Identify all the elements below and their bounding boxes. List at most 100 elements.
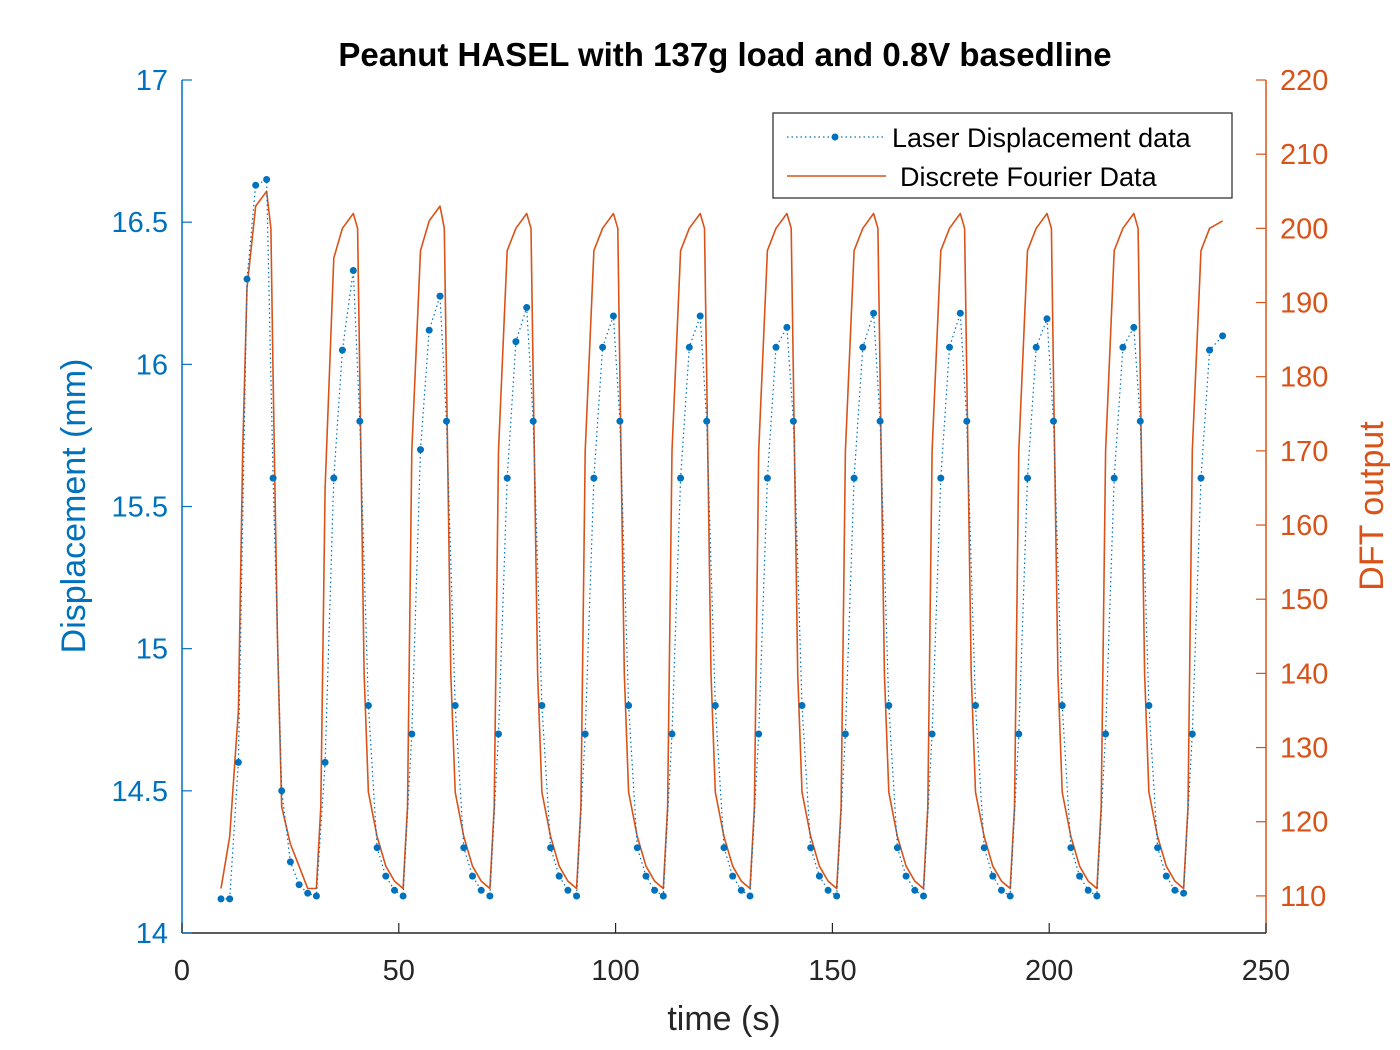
- right-y-tick-label: 110: [1280, 881, 1326, 913]
- chart-title: Peanut HASEL with 137g load and 0.8V bas…: [338, 36, 1111, 73]
- displacement-point: [538, 702, 546, 709]
- displacement-point: [1076, 872, 1084, 880]
- displacement-point: [911, 886, 919, 894]
- displacement-point: [451, 702, 459, 709]
- displacement-point: [436, 292, 444, 300]
- x-tick-label: 150: [808, 955, 856, 987]
- displacement-point: [547, 844, 555, 852]
- displacement-point: [876, 417, 884, 425]
- displacement-point: [443, 417, 450, 425]
- displacement-point: [1180, 889, 1188, 897]
- legend-displacement-marker: [831, 133, 839, 141]
- displacement-point: [772, 343, 780, 351]
- x-tick-label: 50: [383, 955, 415, 987]
- displacement-point: [581, 730, 589, 738]
- displacement-point: [720, 844, 728, 852]
- displacement-point: [373, 844, 381, 852]
- displacement-point: [859, 343, 867, 351]
- displacement-point: [391, 886, 398, 894]
- displacement-point: [590, 474, 598, 482]
- displacement-point: [625, 702, 633, 709]
- legend-label-displacement: Laser Displacement data: [892, 123, 1192, 153]
- displacement-point: [1162, 872, 1170, 880]
- displacement-point: [555, 872, 563, 880]
- displacement-point: [1015, 730, 1023, 738]
- legend: Laser Displacement data Discrete Fourier…: [772, 112, 1233, 199]
- displacement-point: [1154, 844, 1162, 852]
- displacement-point: [937, 474, 945, 482]
- displacement-point: [703, 417, 711, 425]
- displacement-point: [1024, 474, 1031, 482]
- right-y-tick-label: 150: [1280, 584, 1328, 616]
- right-y-tick-label: 120: [1280, 807, 1328, 839]
- displacement-point: [668, 730, 676, 738]
- displacement-point: [495, 730, 502, 738]
- left-y-axis-label: Displacement (mm): [55, 359, 93, 654]
- displacement-point: [252, 181, 260, 189]
- displacement-point: [783, 323, 791, 331]
- right-y-tick-label: 130: [1280, 733, 1328, 765]
- displacement-point: [659, 892, 667, 900]
- left-y-tick-label: 14.5: [112, 776, 168, 808]
- displacement-point: [1110, 474, 1118, 482]
- displacement-point: [711, 702, 719, 709]
- displacement-point: [599, 343, 607, 351]
- displacement-point: [408, 730, 416, 738]
- displacement-point: [633, 844, 641, 852]
- displacement-point: [972, 702, 979, 709]
- displacement-point: [928, 730, 936, 738]
- displacement-point: [989, 872, 997, 880]
- plot-area: [217, 176, 1227, 903]
- displacement-point: [902, 872, 910, 880]
- displacement-point: [356, 417, 364, 425]
- displacement-point: [841, 730, 849, 738]
- displacement-point: [893, 844, 901, 852]
- displacement-point: [1067, 844, 1075, 852]
- displacement-point: [946, 343, 953, 351]
- displacement-point: [226, 895, 234, 903]
- displacement-point: [850, 474, 858, 482]
- x-tick-label: 100: [591, 955, 639, 987]
- displacement-point: [1136, 417, 1144, 425]
- displacement-point: [278, 787, 286, 795]
- right-y-tick-label: 160: [1280, 510, 1328, 542]
- displacement-point: [564, 886, 572, 894]
- displacement-point: [417, 446, 424, 454]
- right-y-tick-label: 210: [1280, 139, 1328, 171]
- displacement-point: [1197, 474, 1205, 482]
- displacement-point: [460, 844, 468, 852]
- displacement-point: [696, 312, 704, 320]
- displacement-point: [321, 758, 329, 766]
- right-y-tick-label: 190: [1280, 288, 1328, 320]
- displacement-point: [469, 872, 476, 880]
- displacement-point: [295, 881, 303, 889]
- displacement-point: [755, 730, 763, 738]
- series-line-dft: [220, 190, 1223, 890]
- displacement-point: [885, 702, 893, 709]
- displacement-point: [1058, 702, 1066, 709]
- displacement-point: [486, 892, 494, 900]
- displacement-point: [425, 326, 433, 334]
- x-tick-label: 0: [174, 955, 190, 987]
- right-y-tick-label: 200: [1280, 213, 1328, 245]
- left-y-tick-label: 17: [136, 65, 168, 97]
- displacement-point: [956, 309, 964, 317]
- left-y-tick-label: 15: [136, 634, 168, 666]
- displacement-point: [1219, 332, 1227, 340]
- right-y-tick-label: 170: [1280, 436, 1328, 468]
- left-y-tick-label: 16: [136, 349, 168, 381]
- displacement-point: [980, 844, 988, 852]
- displacement-point: [677, 474, 685, 482]
- displacement-point: [729, 872, 737, 880]
- displacement-point: [1032, 343, 1040, 351]
- right-y-tick-label: 180: [1280, 362, 1328, 394]
- displacement-point: [920, 892, 927, 900]
- axis-ticks: 0 50 100 150 200 250 14 14.5 15 15.5 16 16.5 17 110 12…: [112, 65, 1329, 987]
- displacement-point: [243, 275, 251, 283]
- legend-box: [772, 112, 1233, 199]
- displacement-point: [1119, 343, 1127, 351]
- displacement-point: [312, 892, 320, 900]
- displacement-point: [746, 892, 754, 900]
- displacement-point: [503, 474, 511, 482]
- displacement-point: [609, 312, 617, 320]
